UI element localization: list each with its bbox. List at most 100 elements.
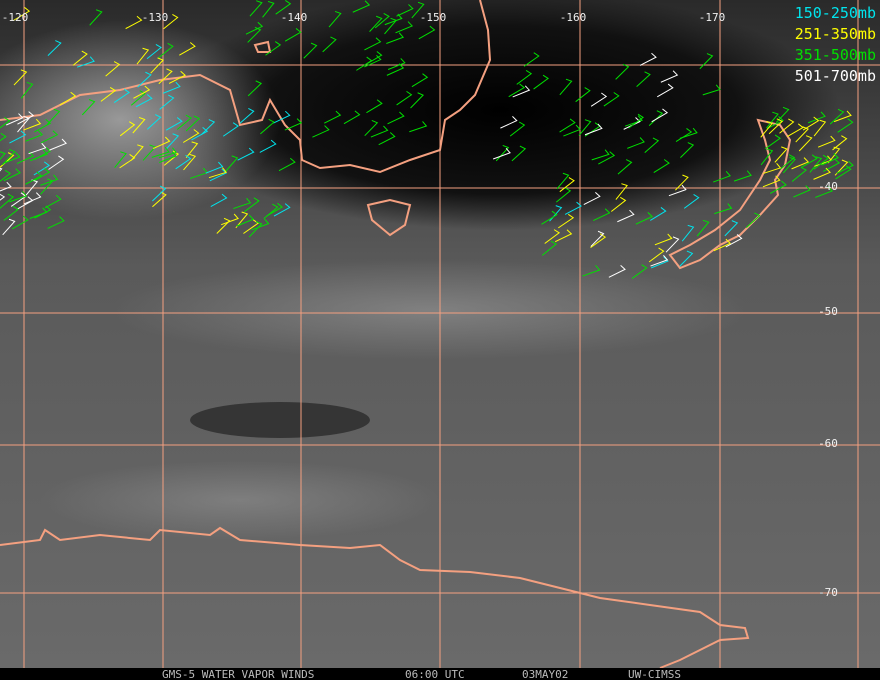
moist-band bbox=[40, 460, 440, 540]
wind-barb bbox=[791, 157, 810, 170]
wind-barb bbox=[653, 159, 670, 174]
wind-barb bbox=[631, 264, 648, 279]
wind-barb bbox=[644, 137, 660, 153]
wind-barb bbox=[105, 61, 121, 77]
wind-barb bbox=[582, 265, 601, 277]
wind-barb bbox=[263, 203, 279, 220]
wind-barb bbox=[813, 119, 827, 137]
longitude-label: -150 bbox=[420, 11, 447, 24]
wind-barb bbox=[396, 4, 414, 17]
wind-barb bbox=[248, 221, 263, 238]
wind-barb bbox=[222, 122, 239, 137]
wind-barb bbox=[725, 234, 743, 248]
wind-barb bbox=[130, 90, 146, 106]
wind-barb bbox=[356, 56, 373, 71]
wind-barb bbox=[6, 113, 24, 126]
wind-barb bbox=[3, 168, 21, 182]
wind-barb bbox=[364, 120, 379, 137]
wind-barb bbox=[651, 256, 669, 269]
latitude-label: -70 bbox=[818, 586, 838, 599]
wind-barb bbox=[225, 155, 239, 172]
wind-barb bbox=[648, 247, 665, 263]
wind-barb bbox=[28, 142, 47, 155]
wind-barb bbox=[541, 240, 558, 256]
wind-barb bbox=[239, 108, 255, 124]
wind-barb bbox=[151, 146, 170, 158]
australia-coast bbox=[0, 0, 492, 174]
legend-entry: 501-700mb bbox=[795, 67, 876, 85]
wind-barb bbox=[627, 137, 645, 149]
moist-band bbox=[110, 260, 750, 360]
wind-barb bbox=[410, 92, 424, 109]
wind-barb bbox=[386, 32, 405, 44]
wind-barb bbox=[152, 136, 171, 150]
wind-barb bbox=[47, 40, 62, 57]
wind-barb bbox=[809, 156, 823, 173]
wind-barb bbox=[312, 125, 330, 138]
wind-barb bbox=[163, 150, 180, 166]
wind-barb bbox=[683, 194, 700, 209]
wind-barb bbox=[23, 118, 42, 131]
wind-barb bbox=[0, 132, 7, 142]
wind-barb bbox=[411, 73, 429, 88]
wind-barb bbox=[608, 264, 626, 278]
wind-barb bbox=[559, 118, 576, 133]
wind-barb bbox=[660, 70, 679, 83]
wind-barb bbox=[559, 78, 573, 96]
legend-entry: 351-500mb bbox=[795, 46, 876, 64]
wind-barb bbox=[657, 83, 674, 98]
wind-barb bbox=[209, 168, 227, 182]
wind-barb bbox=[185, 141, 199, 159]
wind-barb bbox=[158, 42, 174, 59]
wind-barb bbox=[556, 172, 570, 190]
wind-barb bbox=[636, 71, 651, 87]
wind-barb bbox=[30, 149, 49, 162]
wind-barb bbox=[13, 7, 31, 21]
wind-barb bbox=[366, 99, 383, 114]
footer: GMS-5 WATER VAPOR WINDS 06:00 UTC 03MAY0… bbox=[162, 668, 681, 680]
wind-barb bbox=[0, 193, 14, 209]
wind-barb bbox=[836, 160, 854, 174]
wind-barb bbox=[699, 53, 714, 70]
wind-barb bbox=[793, 185, 811, 198]
wind-barb bbox=[615, 63, 630, 80]
legend-entry: 150-250mb bbox=[795, 4, 876, 22]
wind-barb bbox=[555, 187, 572, 203]
wind-barb bbox=[714, 203, 733, 215]
wind-barb bbox=[648, 110, 664, 126]
wind-barb bbox=[25, 171, 43, 185]
wind-barb bbox=[260, 118, 275, 135]
wind-barb bbox=[136, 47, 150, 65]
wind-barb bbox=[233, 197, 252, 210]
wind-barb bbox=[0, 169, 12, 182]
wind-barb bbox=[651, 108, 669, 123]
wind-barb bbox=[813, 167, 831, 180]
wind-barb bbox=[795, 126, 809, 143]
wind-barb bbox=[266, 202, 284, 217]
wind-barb bbox=[17, 111, 35, 125]
wind-barb bbox=[387, 111, 405, 125]
wind-barb bbox=[46, 108, 61, 125]
wind-barb bbox=[146, 44, 162, 60]
wind-barb bbox=[265, 41, 282, 56]
wind-barb bbox=[775, 106, 790, 123]
wind-barb bbox=[696, 219, 710, 237]
wind-barb bbox=[509, 121, 526, 137]
wind-barb bbox=[364, 54, 382, 68]
wind-barb bbox=[159, 94, 175, 110]
legend: 150-250mb 251-350mb 351-500mb 501-700mb bbox=[795, 4, 876, 85]
wind-barb bbox=[303, 42, 318, 59]
wind-barb bbox=[558, 213, 575, 229]
wind-barb bbox=[807, 111, 826, 124]
wind-barb bbox=[623, 117, 641, 130]
wind-barb bbox=[823, 158, 841, 172]
wind-barb bbox=[284, 118, 303, 131]
latitude-labels: -40 -50 -60 -70 bbox=[818, 180, 838, 599]
wind-barb bbox=[713, 171, 731, 183]
wind-barb bbox=[628, 113, 644, 129]
wind-barb bbox=[374, 13, 390, 29]
wind-barb bbox=[760, 121, 774, 138]
wind-barb bbox=[236, 214, 255, 227]
wind-barb bbox=[378, 132, 396, 146]
wind-barb bbox=[210, 193, 228, 208]
